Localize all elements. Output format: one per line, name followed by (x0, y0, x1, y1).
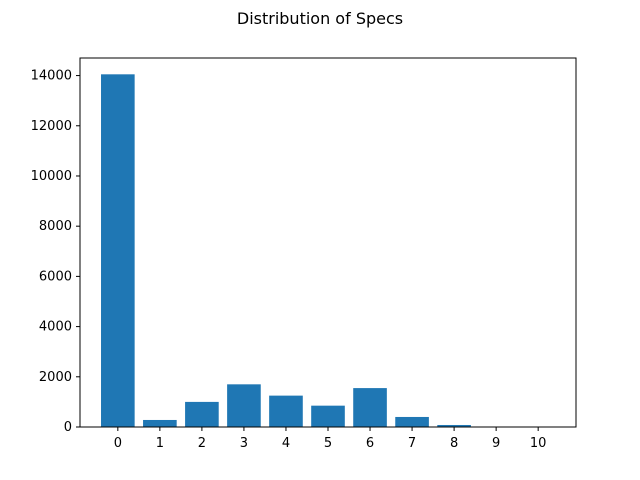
x-tick-label-3: 3 (240, 436, 248, 451)
bar-1 (143, 419, 177, 427)
x-tick-label-9: 9 (492, 436, 500, 451)
bar-4 (269, 395, 303, 427)
x-tick-label-4: 4 (282, 436, 290, 451)
x-tick-label-8: 8 (450, 436, 458, 451)
y-tick-label-14000: 14000 (31, 69, 72, 84)
x-tick-label-7: 7 (408, 436, 416, 451)
bar-6 (353, 388, 387, 427)
x-tick-label-6: 6 (366, 436, 374, 451)
y-tick-label-6000: 6000 (39, 269, 72, 284)
y-tick-label-12000: 12000 (31, 119, 72, 134)
y-tick-label-0: 0 (64, 420, 72, 435)
plot-frame (79, 57, 577, 428)
x-tick-label-5: 5 (324, 436, 332, 451)
bar-0 (101, 74, 135, 427)
x-tick-label-10: 10 (530, 436, 547, 451)
bar-8 (437, 424, 471, 427)
bar-2 (185, 401, 219, 427)
y-tick-label-10000: 10000 (31, 169, 72, 184)
y-tick-label-4000: 4000 (39, 320, 72, 335)
x-tick-label-0: 0 (114, 436, 122, 451)
bars-group (101, 74, 555, 427)
bar-3 (227, 384, 261, 427)
x-axis: 0 1 2 3 4 5 6 7 8 9 10 (114, 427, 547, 451)
chart-title: Distribution of Specs (237, 9, 403, 28)
x-tick-label-2: 2 (198, 436, 206, 451)
y-tick-label-8000: 8000 (39, 219, 72, 234)
y-tick-label-2000: 2000 (39, 370, 72, 385)
x-tick-label-1: 1 (156, 436, 164, 451)
bar-7 (395, 416, 429, 427)
bar-5 (311, 405, 345, 427)
y-axis: 0 2000 4000 6000 8000 10000 12000 14000 (31, 69, 80, 435)
